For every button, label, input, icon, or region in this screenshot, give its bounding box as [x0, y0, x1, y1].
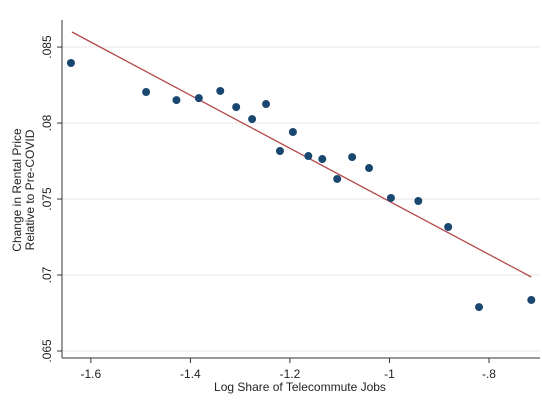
point	[262, 100, 271, 109]
y-tick-label: .075	[40, 187, 54, 211]
point	[232, 103, 241, 112]
point	[66, 59, 75, 68]
point	[414, 197, 423, 206]
point	[348, 153, 357, 162]
y-tick-label: .08	[40, 114, 54, 131]
x-tick-label: -1	[384, 367, 395, 381]
point	[288, 128, 297, 137]
x-axis-title: Log Share of Telecommute Jobs	[214, 380, 386, 394]
point	[386, 193, 395, 202]
point	[248, 115, 257, 124]
x-tick-label: -1.2	[280, 367, 301, 381]
point	[527, 295, 536, 304]
point	[216, 86, 225, 95]
x-tick-label: -1.6	[81, 367, 102, 381]
point	[333, 174, 342, 183]
point	[444, 222, 453, 231]
y-axis-title: Relative to Pre-COVID	[23, 129, 37, 250]
point	[142, 88, 151, 97]
point	[365, 164, 374, 173]
y-tick-label: .065	[40, 339, 54, 363]
point	[275, 147, 284, 156]
y-tick-label: .07	[40, 266, 54, 283]
point	[318, 155, 327, 164]
y-tick-label: .085	[40, 35, 54, 59]
point	[172, 96, 181, 105]
x-tick-label: -1.4	[180, 367, 201, 381]
point	[475, 303, 484, 312]
point	[194, 94, 203, 103]
x-tick-label: -.8	[482, 367, 496, 381]
fit-line	[71, 31, 532, 278]
point	[304, 152, 313, 161]
y-axis-title: Change in Rental Price	[10, 128, 24, 252]
